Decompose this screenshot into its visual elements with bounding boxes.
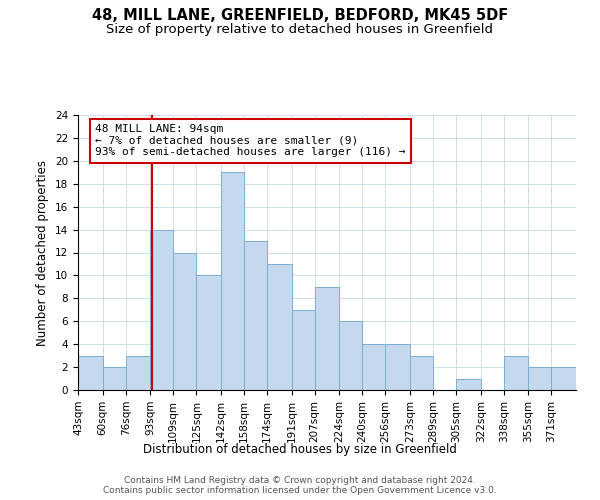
Text: Contains HM Land Registry data © Crown copyright and database right 2024.
Contai: Contains HM Land Registry data © Crown c… — [103, 476, 497, 495]
Bar — [362, 344, 385, 390]
Bar — [173, 252, 196, 390]
Bar — [529, 367, 551, 390]
Bar — [410, 356, 433, 390]
Text: Distribution of detached houses by size in Greenfield: Distribution of detached houses by size … — [143, 442, 457, 456]
Bar — [339, 322, 362, 390]
Bar — [315, 287, 339, 390]
Bar — [221, 172, 244, 390]
Bar — [504, 356, 529, 390]
Bar — [292, 310, 315, 390]
Bar — [196, 276, 221, 390]
Text: Size of property relative to detached houses in Greenfield: Size of property relative to detached ho… — [107, 22, 493, 36]
Bar — [78, 356, 103, 390]
Bar — [385, 344, 410, 390]
Bar — [456, 378, 481, 390]
Text: 48 MILL LANE: 94sqm
← 7% of detached houses are smaller (9)
93% of semi-detached: 48 MILL LANE: 94sqm ← 7% of detached hou… — [95, 124, 406, 158]
Bar — [103, 367, 125, 390]
Bar — [125, 356, 150, 390]
Bar — [267, 264, 292, 390]
Text: 48, MILL LANE, GREENFIELD, BEDFORD, MK45 5DF: 48, MILL LANE, GREENFIELD, BEDFORD, MK45… — [92, 8, 508, 22]
Bar — [551, 367, 576, 390]
Bar — [150, 230, 173, 390]
Bar — [244, 241, 267, 390]
Y-axis label: Number of detached properties: Number of detached properties — [37, 160, 49, 346]
